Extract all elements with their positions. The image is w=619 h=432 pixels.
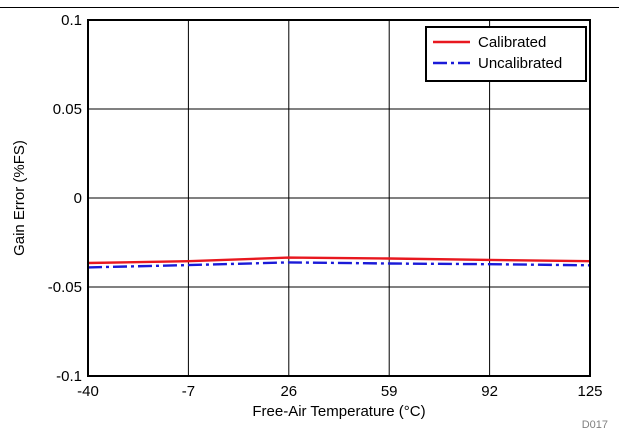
y-tick-label: 0.05 bbox=[53, 101, 82, 118]
y-tick-label: 0.1 bbox=[61, 12, 82, 29]
plot-frame bbox=[87, 19, 591, 377]
y-tick-label: -0.1 bbox=[56, 368, 82, 385]
x-axis-title: Free-Air Temperature (°C) bbox=[252, 403, 425, 420]
legend-label-calibrated: Calibrated bbox=[478, 34, 546, 51]
x-tick-label: 125 bbox=[577, 383, 602, 400]
y-tick-label: 0 bbox=[74, 190, 82, 207]
series-layer bbox=[87, 256, 591, 269]
x-tick-label: 59 bbox=[381, 383, 398, 400]
x-tick-labels: -40 -7 26 59 92 125 bbox=[77, 383, 602, 400]
x-tick-label: 92 bbox=[481, 383, 498, 400]
y-tick-labels: 0.1 0.05 0 -0.05 -0.1 bbox=[48, 12, 82, 385]
top-rule bbox=[0, 7, 619, 8]
series-line-calibrated bbox=[87, 256, 591, 265]
x-tick-label: 26 bbox=[280, 383, 297, 400]
y-axis-title: Gain Error (%FS) bbox=[11, 140, 28, 256]
series-line-uncalibrated bbox=[87, 261, 591, 269]
figure-id: D017 bbox=[582, 419, 608, 431]
x-tick-label: -40 bbox=[77, 383, 99, 400]
legend: Calibrated Uncalibrated bbox=[425, 26, 587, 82]
legend-box bbox=[425, 26, 587, 82]
y-tick-label: -0.05 bbox=[48, 279, 82, 296]
grid bbox=[88, 20, 590, 376]
legend-label-uncalibrated: Uncalibrated bbox=[478, 55, 562, 72]
x-tick-label: -7 bbox=[182, 383, 195, 400]
